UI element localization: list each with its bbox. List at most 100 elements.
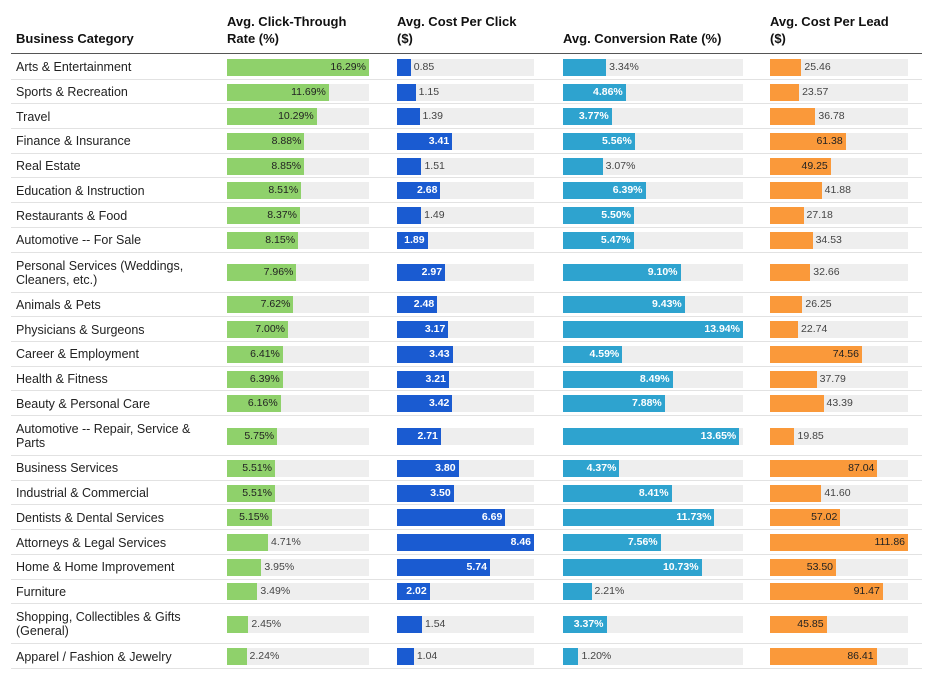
cpl-cell: 41.88 <box>770 182 908 200</box>
table-row: Career & Employment 6.41% 3.43 4.59% 74.56 <box>11 342 922 367</box>
cpl-cell: 19.85 <box>770 427 908 445</box>
table-row: Industrial & Commercial 5.51% 3.50 8.41% 41.… <box>11 481 922 506</box>
cpl-value-label: 34.53 <box>815 233 842 246</box>
ctr-cell: 2.24% <box>227 648 369 666</box>
ctr-cell: 8.88% <box>227 132 369 150</box>
cpc-cell: 1.15 <box>397 83 534 101</box>
cpc-cell: 1.54 <box>397 615 534 633</box>
cpc-cell: 1.04 <box>397 648 534 666</box>
ctr-bar <box>227 648 247 666</box>
ctr-cell: 7.96% <box>227 264 369 282</box>
conv-value-label: 9.10% <box>647 266 678 279</box>
ctr-cell: 8.37% <box>227 207 369 225</box>
ctr-cell: 10.29% <box>227 108 369 126</box>
cpc-value-label: 3.17 <box>424 323 446 336</box>
cpl-bar <box>770 207 804 225</box>
row-separator <box>11 578 922 580</box>
cpc-cell: 1.89 <box>397 231 534 249</box>
ctr-cell: 6.16% <box>227 395 369 413</box>
cpc-cell: 3.21 <box>397 370 534 388</box>
cpc-cell: 3.80 <box>397 459 534 477</box>
ctr-cell: 16.29% <box>227 58 369 76</box>
cpc-bar <box>397 182 441 200</box>
conv-bar <box>563 321 743 339</box>
conv-bar <box>563 207 635 225</box>
cpl-bar <box>770 231 813 249</box>
row-separator <box>11 365 922 367</box>
conv-bar <box>563 132 635 150</box>
ctr-cell: 8.85% <box>227 157 369 175</box>
conv-cell: 13.65% <box>563 427 743 445</box>
row-category-line-1: Health & Fitness <box>16 372 108 387</box>
table-row: Attorneys & Legal Services 4.71% 8.46 7.56%… <box>11 530 922 555</box>
cpc-value-label: 3.21 <box>425 372 446 385</box>
row-category-label: Sports & Recreation <box>16 85 216 99</box>
cpc-bar <box>397 231 428 249</box>
cpc-cell: 2.71 <box>397 427 534 445</box>
cpc-value-label: 0.85 <box>413 60 435 73</box>
cpl-bar <box>770 427 795 445</box>
cpc-value-label: 2.68 <box>416 184 438 197</box>
cpl-bar <box>770 264 811 282</box>
cpl-cell: 61.38 <box>770 132 908 150</box>
row-category-label: Beauty & Personal Care <box>16 397 216 411</box>
cpl-bar <box>770 83 800 101</box>
cpl-cell: 32.66 <box>770 264 908 282</box>
ctr-value-label: 16.29% <box>330 60 366 73</box>
row-separator <box>11 78 922 80</box>
conv-cell: 3.37% <box>563 615 743 633</box>
row-category-label: Travel <box>16 110 216 124</box>
ctr-value-label: 5.51% <box>242 461 273 474</box>
conv-value-label: 7.56% <box>627 536 658 549</box>
conv-bar <box>563 157 603 175</box>
cpc-bar <box>397 615 422 633</box>
cpl-value-label: 86.41 <box>847 650 874 663</box>
table-row: Real Estate 8.85% 1.51 3.07% 49.25 <box>11 154 922 179</box>
cpc-cell: 5.74 <box>397 558 534 576</box>
cpc-bar <box>397 509 506 527</box>
conv-cell: 9.43% <box>563 296 743 314</box>
cpc-cell: 3.42 <box>397 395 534 413</box>
row-category-label: Real Estate <box>16 159 216 173</box>
row-separator <box>11 226 922 228</box>
cpl-cell: 34.53 <box>770 231 908 249</box>
row-category-label: Business Services <box>16 461 216 475</box>
conv-cell: 5.50% <box>563 207 743 225</box>
ctr-cell: 8.51% <box>227 182 369 200</box>
row-category-line-2: (General) <box>16 624 69 639</box>
table-row: Automotive -- Repair, Service & Parts 5.75… <box>11 416 922 457</box>
cpl-cell: 37.79 <box>770 370 908 388</box>
cpl-cell: 87.04 <box>770 459 908 477</box>
ctr-value-label: 7.00% <box>255 323 286 336</box>
conv-bar <box>563 296 685 314</box>
row-separator <box>11 177 922 179</box>
cpc-value-label: 2.71 <box>417 429 438 442</box>
cpl-cell: 43.39 <box>770 395 908 413</box>
cpl-cell: 74.56 <box>770 345 908 363</box>
conv-value-label: 1.20% <box>581 650 612 663</box>
conv-bar <box>563 395 665 413</box>
ctr-value-label: 5.51% <box>242 486 273 499</box>
table-row: Education & Instruction 8.51% 2.68 6.39% 41.… <box>11 179 922 204</box>
table-row: Arts & Entertainment 16.29% 0.85 3.34% 25.46 <box>11 55 922 80</box>
conv-cell: 4.86% <box>563 83 743 101</box>
ctr-value-label: 7.62% <box>260 298 291 311</box>
cpl-cell: 25.46 <box>770 58 908 76</box>
cpl-bar <box>770 583 883 601</box>
cpl-bar <box>770 157 831 175</box>
row-category-line-1: Shopping, Collectibles & Gifts <box>16 610 181 625</box>
row-category-label: Finance & Insurance <box>16 134 216 148</box>
ctr-bar <box>227 395 281 413</box>
row-category-label: Animals & Pets <box>16 298 216 312</box>
row-category-label: Automotive -- For Sale <box>16 233 216 247</box>
ctr-value-label: 11.69% <box>291 85 326 98</box>
ctr-cell: 8.15% <box>227 231 369 249</box>
header-cpl-line-1: Avg. Cost Per Lead <box>770 14 889 29</box>
ctr-value-label: 6.39% <box>249 372 280 385</box>
row-category-line-1: Dentists & Dental Services <box>16 510 164 525</box>
ctr-bar <box>227 615 249 633</box>
table-row: Automotive -- For Sale 8.15% 1.89 5.47% 34.5… <box>11 228 922 253</box>
cpc-cell: 2.48 <box>397 296 534 314</box>
cpl-cell: 27.18 <box>770 207 908 225</box>
ctr-bar <box>227 207 300 225</box>
